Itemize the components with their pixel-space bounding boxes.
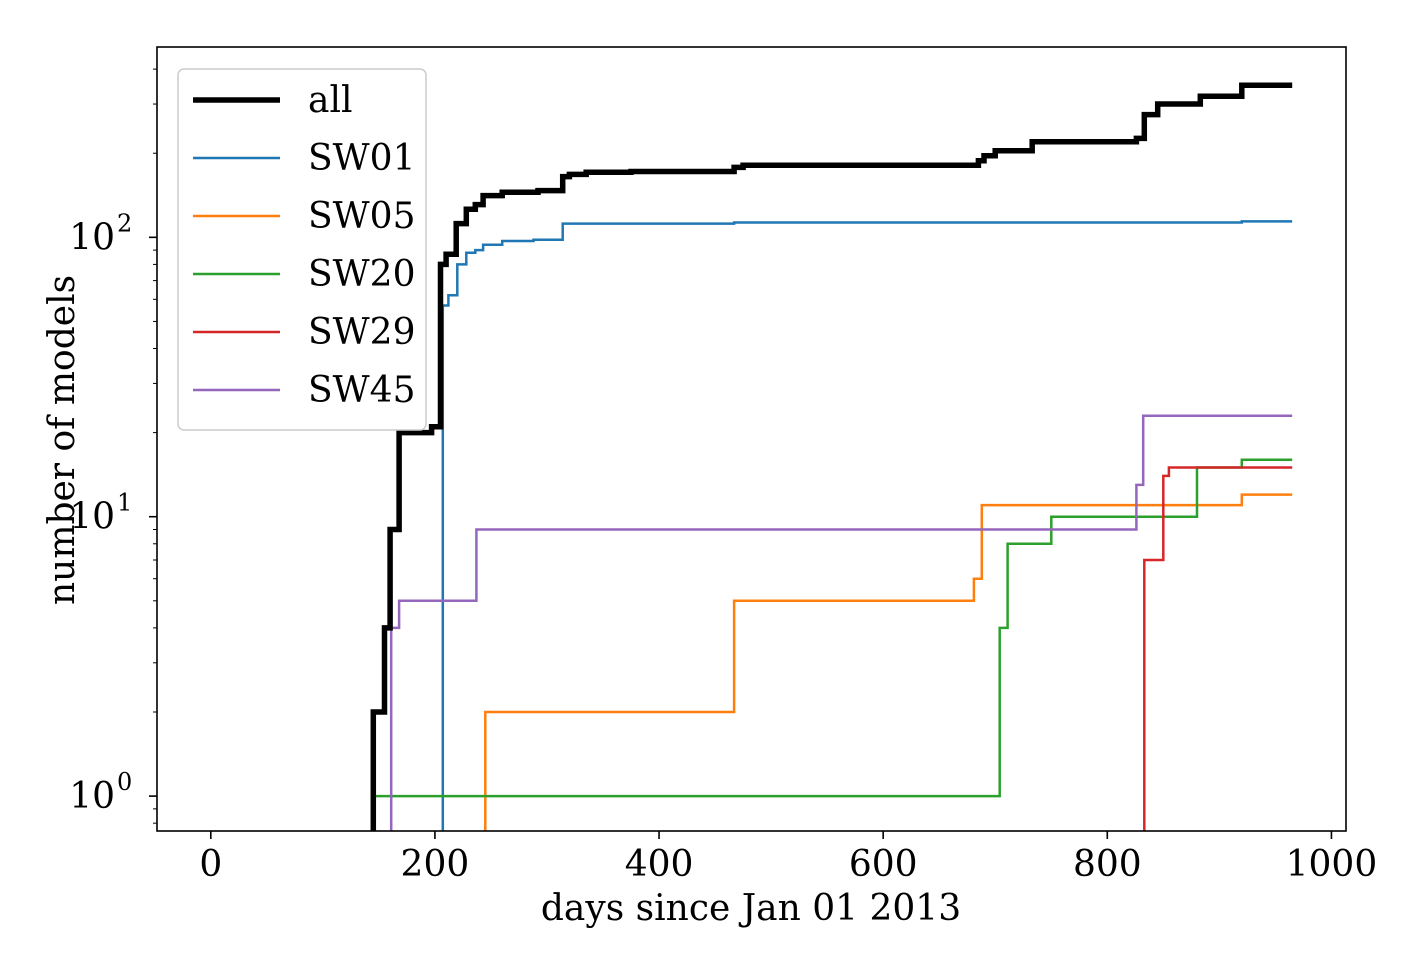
legend-entries: all SW01 SW05 SW20 SW29 SW45 (193, 80, 415, 411)
series-line-sw01 (441, 220, 1293, 831)
series-layer (370, 82, 1293, 831)
series-line-all (370, 82, 1293, 831)
legend-label-sw01: SW01 (308, 138, 415, 179)
x-tick-label: 0 (199, 844, 222, 885)
x-tick-label: 1000 (1286, 844, 1378, 885)
series-line-sw45 (389, 414, 1293, 831)
y-tick-label: 10 (69, 497, 115, 538)
legend-label-sw20: SW20 (308, 254, 415, 295)
series-line-sw05 (484, 493, 1293, 831)
plot-frame (156, 46, 1347, 832)
x-tick-label: 400 (625, 844, 694, 885)
series-line-sw29 (1143, 466, 1293, 831)
y-axis-label: number of models (42, 275, 83, 605)
x-tick-label: 200 (401, 844, 470, 885)
y-tick-label: 10 (69, 217, 115, 258)
x-tick-label: 800 (1073, 844, 1142, 885)
x-axis-ticks: 0 200 400 600 800 1000 (199, 831, 1377, 885)
legend-label-sw45: SW45 (308, 370, 415, 411)
y-tick-exponent: 1 (117, 489, 132, 517)
y-tick-exponent: 2 (117, 209, 132, 237)
x-axis-label: days since Jan 01 2013 (541, 888, 961, 929)
x-tick-label: 600 (849, 844, 918, 885)
y-tick-exponent: 0 (117, 768, 132, 796)
legend-label-all: all (308, 80, 353, 121)
legend-label-sw29: SW29 (308, 312, 415, 353)
legend: all SW01 SW05 SW20 SW29 SW45 (177, 68, 427, 431)
y-axis-minor-ticks (153, 68, 157, 824)
legend-label-sw05: SW05 (308, 196, 415, 237)
y-tick-label: 10 (69, 776, 115, 817)
